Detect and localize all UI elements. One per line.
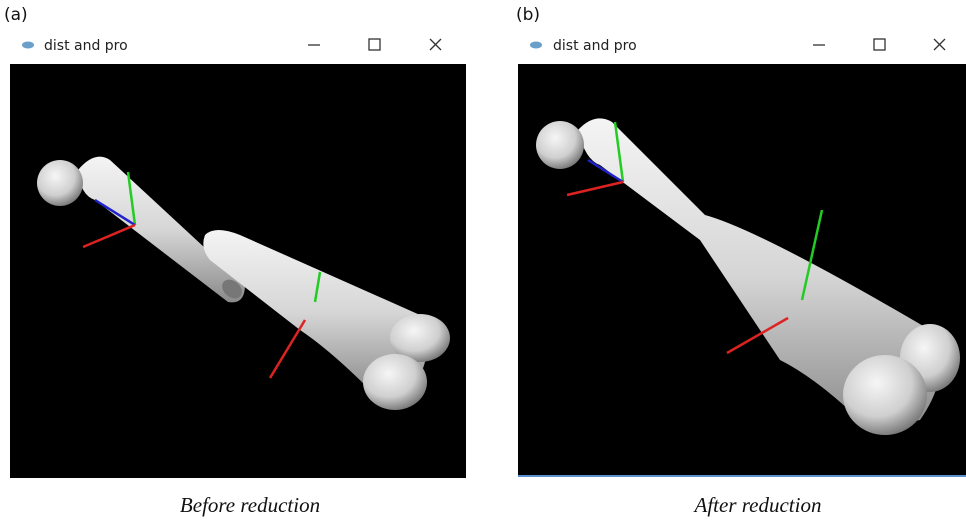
panel-b: (b) dist and pro After reduction	[516, 5, 966, 517]
maximize-button[interactable]	[368, 38, 381, 51]
bone-distal	[203, 230, 450, 410]
title-bar: dist and pro	[530, 38, 946, 54]
bone-reduced	[536, 118, 960, 435]
caption: Before reduction	[180, 493, 320, 517]
panel-a: (a) dist and pro Before reduction	[4, 5, 466, 517]
panel-label: (b)	[516, 5, 540, 25]
maximize-button[interactable]	[873, 38, 886, 51]
panel-label: (a)	[4, 5, 28, 25]
title-bar: dist and pro	[22, 38, 442, 54]
window-title: dist and pro	[553, 38, 637, 54]
caption: After reduction	[693, 493, 822, 517]
app-icon	[530, 41, 542, 49]
axes	[566, 121, 824, 355]
close-button[interactable]	[933, 38, 946, 51]
window-title: dist and pro	[44, 38, 128, 54]
axes	[82, 171, 322, 379]
app-icon	[22, 41, 34, 49]
bone-proximal	[37, 156, 245, 303]
close-button[interactable]	[429, 38, 442, 51]
